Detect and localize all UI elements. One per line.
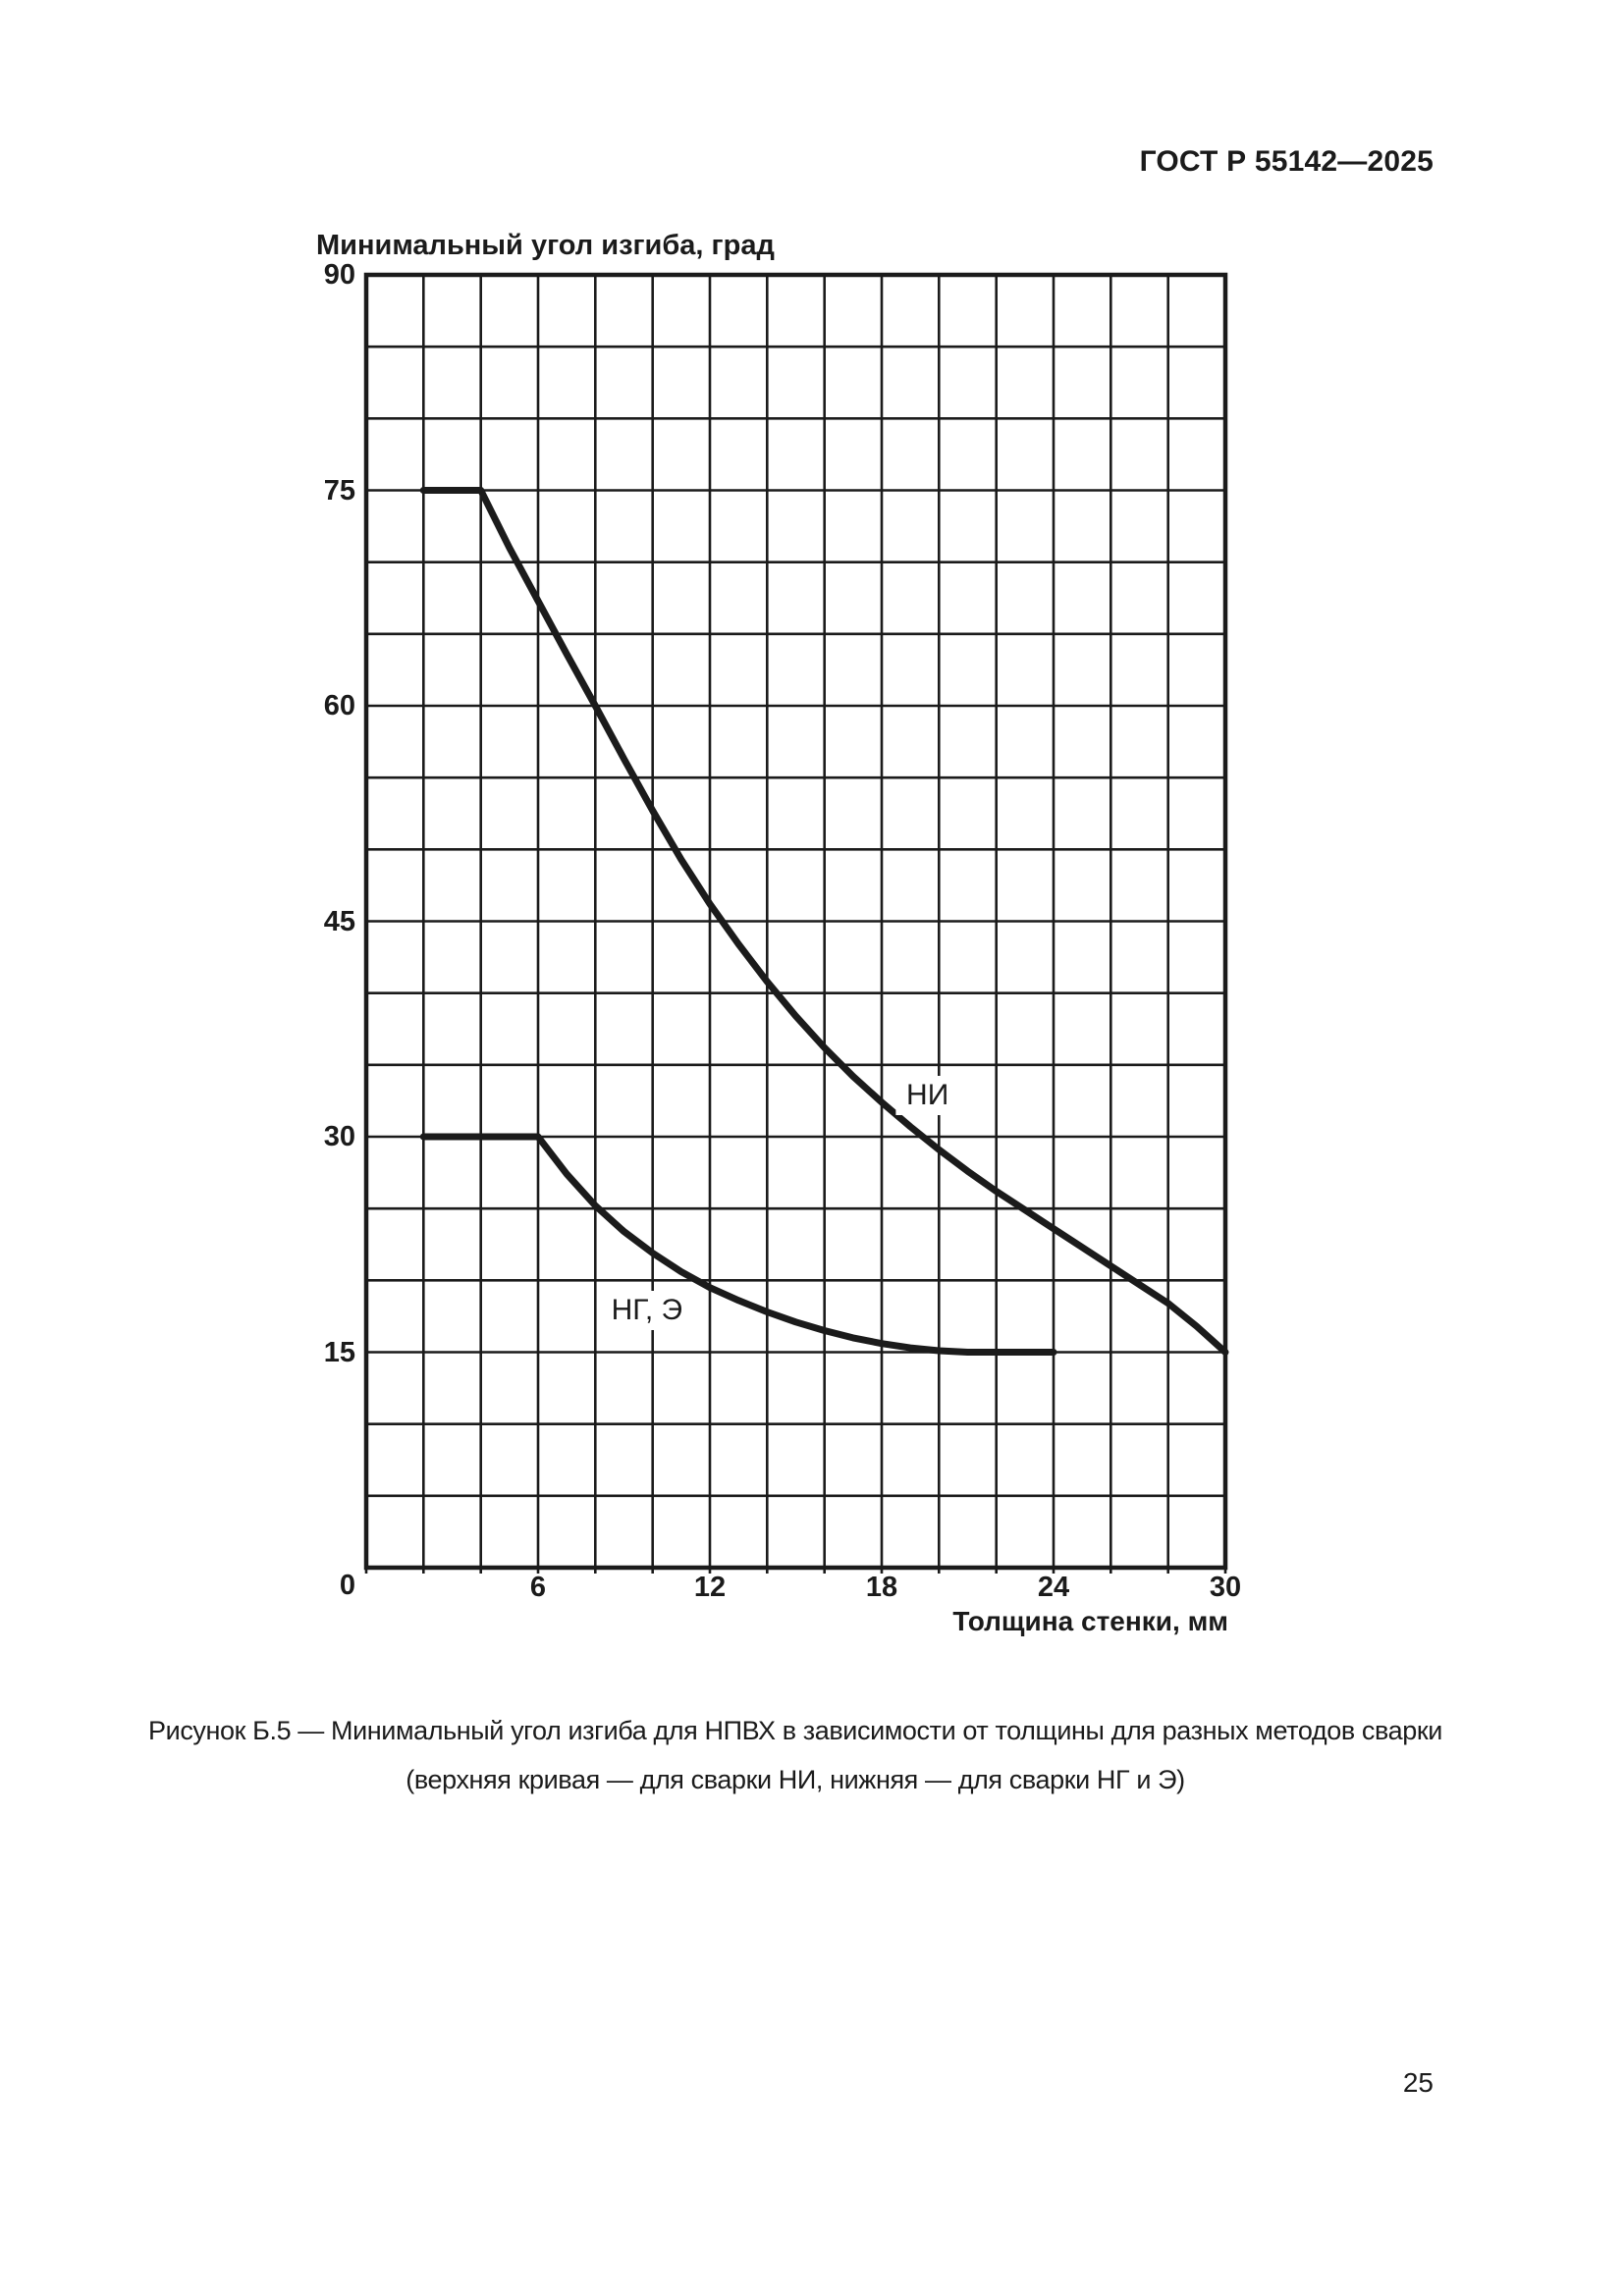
- y-axis-title: Минимальный угол изгиба, град: [316, 230, 775, 261]
- curve-ni: [419, 487, 1229, 1356]
- chart-border: [363, 272, 1228, 1571]
- y-tick-90: 90: [323, 259, 355, 291]
- document-header: ГОСТ Р 55142—2025: [1139, 145, 1434, 178]
- figure-caption: Рисунок Б.5 — Минимальный угол изгиба дл…: [92, 1706, 1498, 1804]
- y-tick-60: 60: [323, 690, 355, 721]
- x-tick-12: 12: [693, 1572, 727, 1603]
- x-axis-title: Толщина стенки, мм: [952, 1606, 1228, 1636]
- figure-caption-line2: (верхняя кривая — для сварки НИ, нижняя …: [406, 1765, 1185, 1794]
- y-tick-75: 75: [323, 474, 355, 507]
- page-number: 25: [1402, 2067, 1434, 2098]
- figure-caption-line1: Рисунок Б.5 — Минимальный угол изгиба дл…: [148, 1716, 1442, 1745]
- curve-ng-e: [419, 1133, 1057, 1356]
- x-tick-6: 6: [529, 1572, 547, 1603]
- x-tick-30: 30: [1209, 1572, 1242, 1603]
- chart-plot-area: НИ НГ, Э: [363, 272, 1229, 1574]
- chart-grid: [363, 272, 1229, 1574]
- curve-label-НГ, Э: НГ, Э: [600, 1291, 694, 1331]
- origin-label: 0: [339, 1570, 355, 1601]
- y-tick-45: 45: [323, 905, 355, 937]
- y-tick-15: 15: [323, 1336, 355, 1368]
- y-tick-30: 30: [323, 1121, 355, 1152]
- x-tick-24: 24: [1037, 1572, 1070, 1603]
- curve-label-НИ: НИ: [895, 1075, 960, 1115]
- x-tick-18: 18: [865, 1572, 898, 1603]
